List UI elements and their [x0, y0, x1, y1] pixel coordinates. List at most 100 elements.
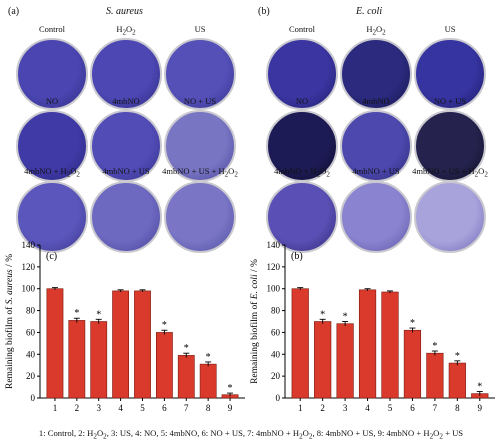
biofilm-well-image [414, 110, 486, 182]
well-label: US [194, 24, 206, 34]
y-axis-label: Remaining biofilm of E. coli / % [249, 259, 260, 384]
bar [177, 355, 195, 399]
panel-title: E. coli [356, 6, 383, 17]
x-tick-label: 4 [118, 403, 123, 413]
bar [134, 290, 151, 399]
well-label: 4mbNO + US [102, 166, 150, 176]
x-tick-label: 4 [365, 403, 370, 413]
bar [358, 289, 377, 399]
well-label: 4mbNO + H2O2 [24, 166, 80, 179]
y-tick-label: 120 [22, 262, 36, 272]
significance-marker: * [455, 351, 460, 362]
significance-marker: * [410, 318, 415, 329]
chart-panel-letter: (b) [291, 251, 303, 262]
well-label: NO [45, 96, 59, 106]
y-tick-label: 20 [26, 371, 36, 381]
y-tick-label: 0 [31, 393, 36, 403]
y-tick-label: 60 [26, 327, 36, 337]
bar [336, 323, 354, 399]
y-tick-label: 20 [271, 371, 281, 381]
y-tick-label: 0 [276, 393, 281, 403]
well-label: 4mbNO + US + H2O2 [162, 166, 238, 179]
well-label: H2O2 [116, 24, 136, 37]
significance-marker: * [320, 309, 325, 320]
well-label: NO + US [433, 96, 467, 106]
x-tick-label: 3 [343, 403, 348, 413]
bar [403, 329, 422, 399]
bar [381, 291, 399, 399]
y-tick-label: 140 [267, 240, 281, 250]
biofilm-well-image [266, 181, 338, 253]
bar [68, 320, 86, 399]
significance-marker: * [343, 312, 348, 323]
biofilm-well-image [16, 38, 88, 110]
biofilm-well-image [414, 181, 486, 253]
significance-marker: * [432, 341, 437, 352]
well-label: 4mbNO [362, 96, 390, 106]
y-tick-label: 60 [271, 327, 281, 337]
bar [112, 290, 130, 399]
x-tick-label: 3 [96, 403, 101, 413]
well-label: 4mbNO + H2O2 [274, 166, 330, 179]
bar [46, 288, 64, 399]
well-label: 4mbNO + US [352, 166, 400, 176]
significance-marker: * [228, 383, 233, 394]
well-label: NO [295, 96, 309, 106]
panel-letter: (b) [258, 6, 270, 17]
y-tick-label: 40 [26, 349, 36, 359]
y-tick-label: 120 [267, 262, 281, 272]
biofilm-well-image [90, 38, 162, 110]
panel-letter: (a) [8, 6, 20, 17]
well-label: Control [289, 24, 315, 34]
biofilm-well-image [340, 38, 412, 110]
category-legend: 1: Control, 2: H2O2, 3: US, 4: NO, 5: 4m… [38, 428, 464, 441]
significance-marker: * [162, 320, 167, 331]
x-tick-label: 6 [410, 403, 415, 413]
x-tick-label: 9 [478, 403, 483, 413]
bar [90, 321, 108, 399]
y-tick-label: 100 [22, 284, 36, 294]
y-tick-label: 100 [267, 284, 281, 294]
x-tick-label: 5 [388, 403, 393, 413]
x-tick-label: 5 [140, 403, 145, 413]
y-tick-label: 80 [26, 306, 36, 316]
bar [155, 332, 173, 399]
x-tick-label: 7 [433, 403, 438, 413]
significance-marker: * [477, 381, 482, 392]
y-tick-label: 40 [271, 349, 281, 359]
bar [291, 288, 309, 399]
bar [314, 321, 332, 399]
significance-marker: * [206, 352, 211, 363]
biofilm-well-image [164, 38, 236, 110]
bar [199, 363, 217, 399]
bar [448, 362, 466, 399]
well-label: 4mbNO [112, 96, 140, 106]
x-tick-label: 1 [53, 403, 58, 413]
x-tick-label: 8 [455, 403, 460, 413]
y-tick-label: 80 [271, 306, 281, 316]
x-tick-label: 1 [298, 403, 303, 413]
chart-panel-letter: (c) [46, 251, 57, 262]
y-axis-label: Remaining biofilm of S. aureus / % [4, 254, 15, 389]
x-tick-label: 7 [184, 403, 189, 413]
biofilm-well-image [90, 181, 162, 253]
x-tick-label: 9 [228, 403, 233, 413]
biofilm-well-image [164, 181, 236, 253]
biofilm-well-image [414, 38, 486, 110]
well-label: Control [39, 24, 65, 34]
y-tick-label: 140 [22, 240, 36, 250]
panel-title: S. aureus [106, 6, 143, 17]
biofilm-well-image [266, 38, 338, 110]
x-tick-label: 2 [75, 403, 80, 413]
well-label: H2O2 [366, 24, 386, 37]
well-label: US [444, 24, 456, 34]
significance-marker: * [74, 308, 79, 319]
x-tick-label: 2 [320, 403, 325, 413]
biofilm-well-image [164, 110, 236, 182]
biofilm-well-image [16, 181, 88, 253]
x-tick-label: 8 [206, 403, 211, 413]
well-label: NO + US [183, 96, 217, 106]
bar [426, 352, 444, 399]
well-label: 4mbNO + US + H2O2 [412, 166, 488, 179]
